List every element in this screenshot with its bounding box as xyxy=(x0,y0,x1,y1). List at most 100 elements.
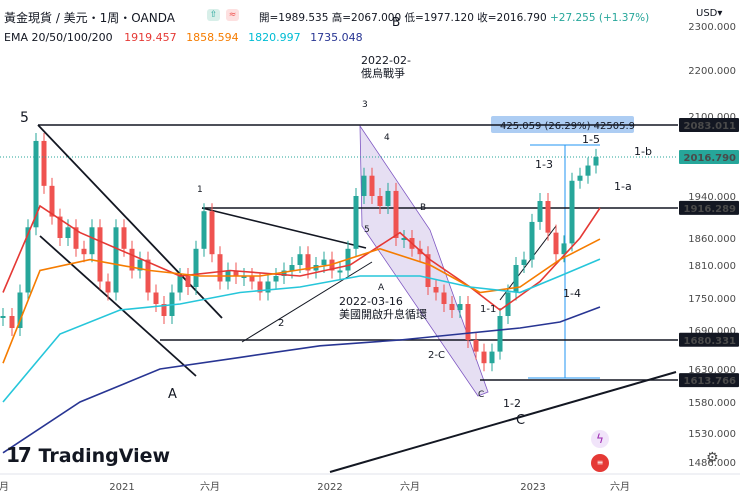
price-label-box xyxy=(679,332,739,347)
candle-body xyxy=(161,304,167,316)
candle-body xyxy=(25,227,31,293)
wave-annotation: A xyxy=(378,283,385,293)
candle-body xyxy=(0,316,6,318)
symbol-title: 黃金現貨 / 美元・1周・OANDA xyxy=(4,11,175,25)
us-flag-icon[interactable]: ≡ xyxy=(591,454,609,472)
ema-line-ema50 xyxy=(2,238,601,364)
wave-annotation: B xyxy=(392,15,400,29)
wave-annotation: 1-4 xyxy=(563,287,581,300)
chevron-down-icon: ▾ xyxy=(717,8,723,19)
price-tick-label: 1580.000 xyxy=(688,398,736,409)
price-label-text: 1613.766 xyxy=(683,376,736,387)
candle-body xyxy=(377,196,383,206)
approx-badge: ≈ xyxy=(226,8,239,21)
candle-body xyxy=(297,254,303,265)
ema50-value: 1858.594 xyxy=(186,31,239,44)
price-label-box xyxy=(679,150,739,165)
time-tick-label: 2021 xyxy=(109,482,134,493)
candle-body xyxy=(337,270,343,273)
candle-body xyxy=(361,175,367,196)
candle-body xyxy=(49,185,55,217)
time-tick-label: 月 xyxy=(0,481,9,493)
ema20-value: 1919.457 xyxy=(124,31,177,44)
time-tick-label: 六月 xyxy=(400,481,420,493)
wave-annotation: 2 xyxy=(278,318,284,329)
wave-annotation: 1-1 xyxy=(480,304,496,315)
candle-body xyxy=(217,254,223,282)
candle-body xyxy=(537,201,543,222)
candle-body xyxy=(57,216,63,238)
time-tick-label: 2022 xyxy=(317,482,342,493)
candle-body xyxy=(425,254,431,287)
candle-body xyxy=(529,221,535,260)
candle-body xyxy=(113,227,119,293)
triangle-lower-line xyxy=(241,261,373,343)
wave-annotation: 1 xyxy=(197,185,203,195)
candle-body xyxy=(177,276,183,293)
candle-body xyxy=(145,259,151,293)
gear-icon[interactable]: ⚙ xyxy=(706,450,719,466)
lightning-icon[interactable]: ϟ xyxy=(591,430,609,448)
close-value: =2016.790 xyxy=(487,12,547,24)
ema100-value: 1820.997 xyxy=(248,31,301,44)
ema200-value: 1735.048 xyxy=(310,31,363,44)
candle-body xyxy=(449,304,455,310)
wave-annotation: 1-3 xyxy=(535,158,553,171)
candle-body xyxy=(281,270,287,276)
up-badge: ⇧ xyxy=(207,8,220,21)
wave-annotation: 1-b xyxy=(634,145,652,158)
candle-body xyxy=(577,175,583,181)
time-tick-label: 六月 xyxy=(610,481,630,493)
ema-label: EMA 20/50/100/200 xyxy=(4,31,113,44)
candle-body xyxy=(97,227,103,282)
candle-body xyxy=(137,259,143,271)
candle-body xyxy=(289,265,295,271)
ohlc-readout: 開=1989.535 高=2067.000 低=1977.120 收=2016.… xyxy=(259,10,649,25)
candle-body xyxy=(441,292,447,304)
tv-mark-icon: 17 xyxy=(6,443,32,467)
candle-body xyxy=(553,232,559,255)
candle-body xyxy=(209,211,215,255)
candle-body xyxy=(241,276,247,278)
candle-body xyxy=(33,140,39,228)
candle-body xyxy=(65,227,71,238)
change-value: +27.255 (+1.37%) xyxy=(550,12,650,24)
candle-body xyxy=(9,316,15,328)
ema-line-ema20 xyxy=(2,204,601,311)
tradingview-logo[interactable]: 17 TradingView xyxy=(6,443,170,467)
wave-annotation: 5 xyxy=(364,225,370,235)
high-value: =2067.000 xyxy=(342,12,402,24)
candle-body xyxy=(585,165,591,176)
candle-body xyxy=(105,281,111,293)
ema-line-ema100 xyxy=(2,258,601,403)
price-tick-label: 1486.000 xyxy=(688,458,736,469)
currency-selector[interactable]: USD▾ xyxy=(696,8,722,19)
candle-body xyxy=(561,243,567,255)
wave-annotation: C xyxy=(516,413,525,428)
price-label-box xyxy=(679,117,739,132)
downtrend-line-upper xyxy=(37,124,223,319)
wave-annotation: 4 xyxy=(384,133,390,143)
price-tick-label: 2300.000 xyxy=(688,22,736,33)
low-label: 低 xyxy=(404,12,416,24)
triangle-upper-line xyxy=(201,207,367,249)
ema-line-ema200 xyxy=(2,306,601,454)
measure-area xyxy=(500,142,602,378)
ema-legend: EMA 20/50/100/200 1919.457 1858.594 1820… xyxy=(4,31,363,44)
candle-body xyxy=(353,196,359,249)
candle-body xyxy=(17,292,23,328)
price-axis-bg xyxy=(678,0,740,502)
price-tick-label-partial: 1690.000 xyxy=(688,326,736,337)
long-uptrend-line xyxy=(329,371,677,473)
candle-body xyxy=(545,201,551,233)
candle-body xyxy=(73,227,79,249)
candle-body xyxy=(185,276,191,287)
low-value: =1977.120 xyxy=(415,12,474,24)
open-value: =1989.535 xyxy=(269,12,329,24)
currency-label: USD xyxy=(696,8,718,19)
candle-body xyxy=(305,254,311,271)
measure-label-text: 425.059 (26.29%) 42505.9 xyxy=(500,121,635,132)
price-tick-label: 1750.000 xyxy=(688,294,736,305)
wave-annotation: 美國開啟升息循環 xyxy=(339,307,427,321)
